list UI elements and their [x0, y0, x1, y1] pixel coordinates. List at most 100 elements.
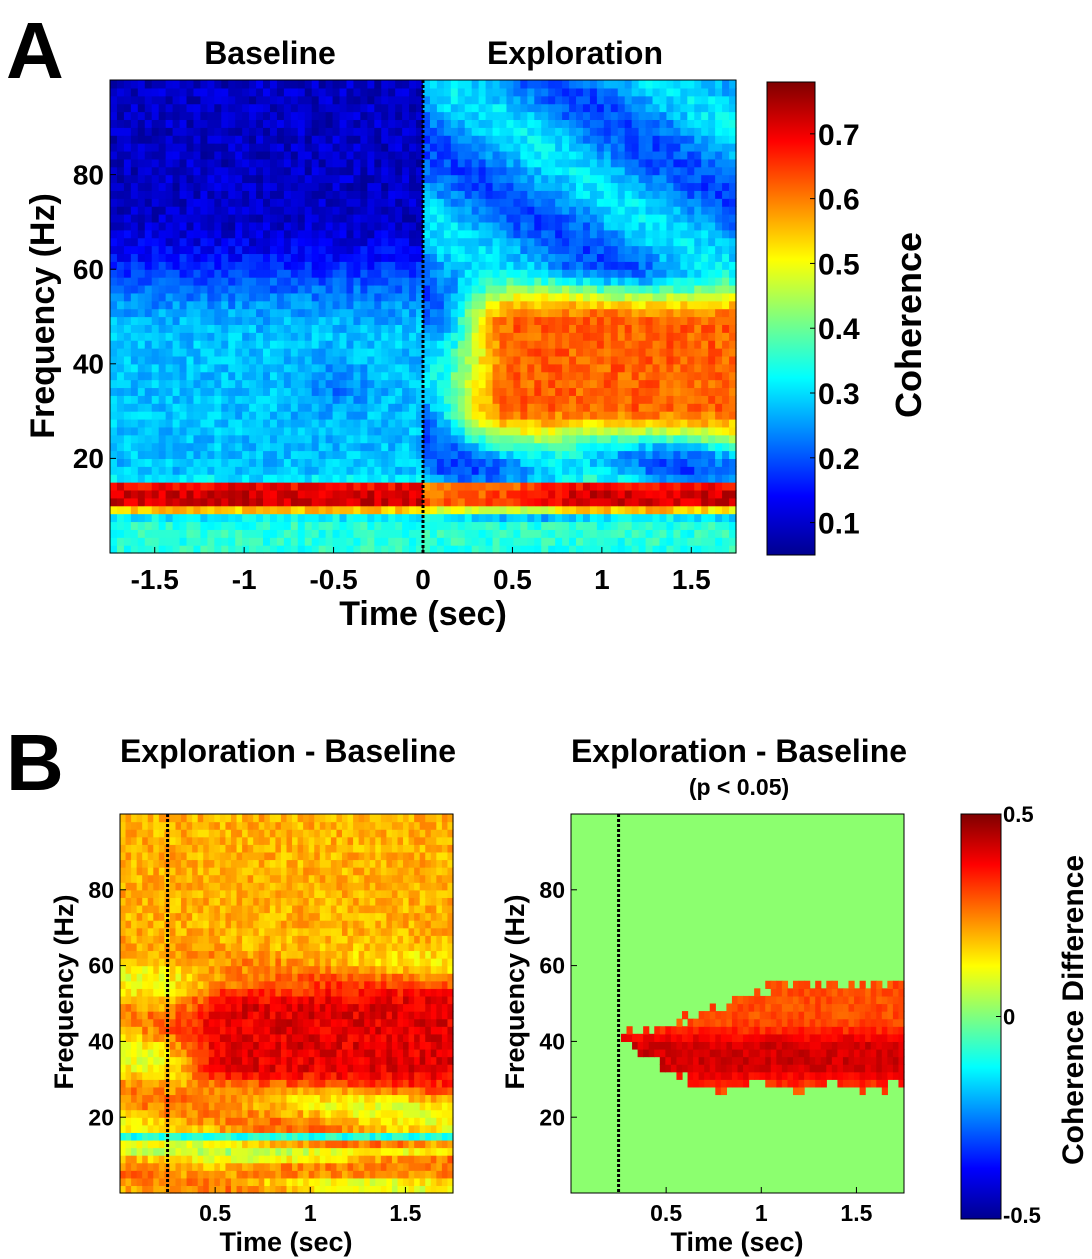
heatmap-cell [374, 371, 382, 381]
heatmap-cell [610, 497, 619, 507]
heatmap-cell [186, 474, 195, 483]
heatmap-cell [617, 277, 626, 286]
heatmap-cell [130, 395, 139, 404]
heatmap-cell [353, 111, 361, 121]
heatmap-cell [506, 143, 515, 152]
heatmap-cell [555, 324, 563, 333]
heatmap-cell [214, 403, 222, 412]
heatmap-cell [471, 300, 480, 310]
heatmap-cell [200, 300, 208, 310]
heatmap-cell [388, 198, 396, 207]
heatmap-cell [569, 206, 577, 215]
heatmap-cell [318, 103, 327, 113]
heatmap-cell [596, 505, 605, 515]
heatmap-cell [443, 277, 452, 286]
heatmap-cell [346, 143, 355, 152]
heatmap-cell [367, 261, 375, 270]
heatmap-cell [541, 355, 549, 365]
heatmap-cell [353, 80, 361, 89]
heatmap-cell [158, 111, 167, 121]
heatmap-cell [276, 371, 285, 381]
heatmap-cell [395, 198, 403, 207]
heatmap-cell [492, 363, 501, 373]
heatmap-cell [576, 214, 584, 223]
heatmap-cell [624, 190, 633, 199]
heatmap-cell [353, 363, 361, 373]
heatmap-cell [360, 497, 368, 507]
heatmap-cell [353, 182, 361, 191]
heatmap-cell [652, 489, 661, 499]
heatmap-cell [673, 111, 681, 121]
heatmap-cell [318, 489, 327, 499]
heatmap-cell [263, 529, 271, 538]
heatmap-cell [659, 277, 668, 286]
heatmap-cell [492, 143, 501, 152]
heatmap-cell [631, 521, 640, 530]
heatmap-cell [228, 379, 236, 389]
heatmap-cell [429, 206, 438, 215]
heatmap-cell [631, 489, 640, 499]
heatmap-cell [374, 95, 382, 105]
heatmap-cell [680, 103, 688, 113]
heatmap-cell [603, 198, 612, 207]
heatmap-cell [402, 95, 410, 105]
heatmap-cell [110, 277, 118, 286]
heatmap-cell [116, 150, 125, 160]
heatmap-cell [423, 143, 431, 152]
heatmap-cell [464, 158, 473, 168]
heatmap-cell [596, 206, 605, 215]
heatmap-cell [624, 103, 633, 113]
heatmap-cell [631, 143, 640, 152]
heatmap-cell [429, 545, 438, 554]
heatmap-cell [555, 489, 563, 499]
heatmap-cell [666, 229, 674, 239]
heatmap-cell [346, 214, 355, 223]
heatmap-cell [492, 119, 501, 128]
heatmap-cell [339, 166, 348, 176]
heatmap-cell [464, 482, 473, 491]
heatmap-cell [443, 442, 452, 452]
heatmap-cell [478, 379, 487, 389]
heatmap-cell [673, 174, 681, 184]
heatmap-cell [116, 174, 125, 184]
heatmap-cell [436, 182, 445, 191]
heatmap-cell [464, 513, 473, 523]
heatmap-cell [318, 269, 327, 278]
heatmap-cell [478, 505, 487, 515]
heatmap-cell [534, 458, 542, 467]
heatmap-cell [151, 103, 160, 113]
heatmap-cell [555, 80, 563, 89]
heatmap-cell [569, 348, 577, 357]
heatmap-cell [235, 418, 243, 428]
heatmap-cell [534, 182, 542, 191]
heatmap-cell [318, 221, 327, 231]
heatmap-cell [506, 206, 515, 215]
heatmap-cell [179, 158, 188, 168]
heatmap-cell [256, 442, 264, 452]
heatmap-cell [520, 529, 528, 538]
heatmap-cell [283, 537, 292, 546]
heatmap-cell [534, 434, 542, 444]
heatmap-cell [652, 418, 661, 428]
heatmap-cell [645, 442, 654, 452]
heatmap-cell [423, 182, 431, 191]
heatmap-cell [450, 387, 459, 396]
heatmap-cell [443, 245, 452, 255]
heatmap-cell [617, 119, 626, 128]
heatmap-cell [256, 166, 264, 176]
heatmap-cell [186, 229, 195, 239]
heatmap-cell [402, 245, 410, 255]
heatmap-cell [263, 395, 271, 404]
heatmap-cell [485, 300, 494, 310]
heatmap-cell [603, 127, 612, 136]
heatmap-cell [186, 324, 195, 333]
heatmap-cell [423, 482, 431, 491]
heatmap-cell [527, 371, 535, 381]
heatmap-cell [130, 450, 139, 459]
heatmap-cell [116, 537, 125, 546]
heatmap-cell [610, 482, 619, 491]
heatmap-cell [221, 529, 229, 538]
heatmap-cell [144, 545, 153, 554]
heatmap-cell [645, 466, 654, 475]
heatmap-cell [457, 300, 466, 310]
